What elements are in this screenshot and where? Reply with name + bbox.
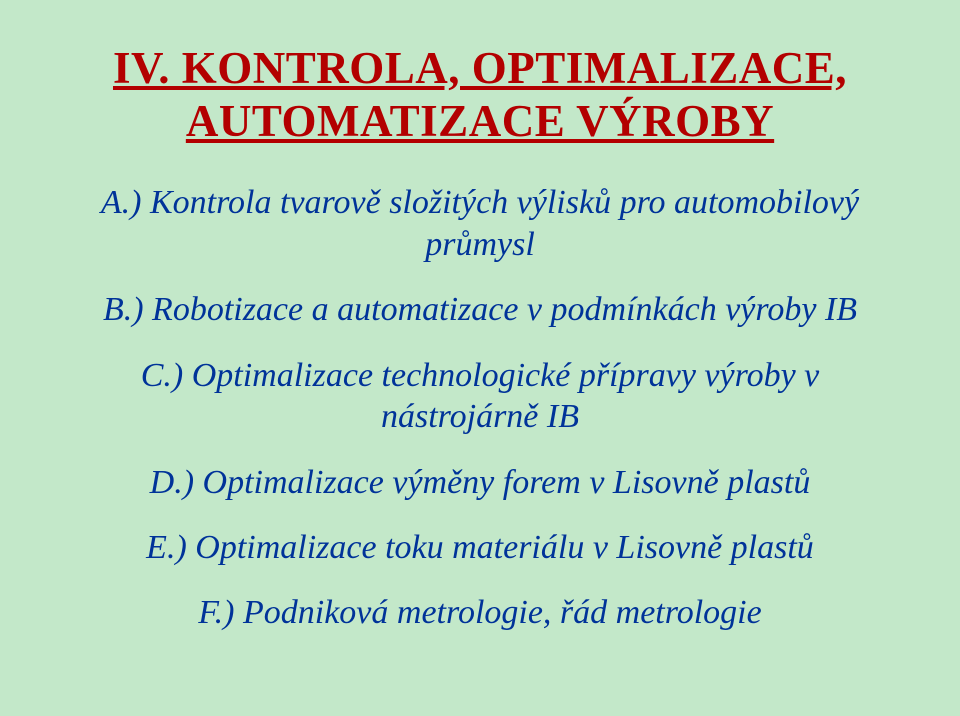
slide-title: IV. KONTROLA, OPTIMALIZACE, AUTOMATIZACE… bbox=[60, 42, 900, 148]
list-item-c: C.) Optimalizace technologické přípravy … bbox=[60, 355, 900, 438]
title-line-2: AUTOMATIZACE VÝROBY bbox=[186, 96, 774, 146]
list-item-d: D.) Optimalizace výměny forem v Lisovně … bbox=[150, 462, 811, 503]
title-line-1: IV. KONTROLA, OPTIMALIZACE, bbox=[113, 43, 847, 93]
list-item-e: E.) Optimalizace toku materiálu v Lisovn… bbox=[146, 527, 814, 568]
list-item-f: F.) Podniková metrologie, řád metrologie bbox=[198, 592, 761, 633]
list-item-a: A.) Kontrola tvarově složitých výlisků p… bbox=[60, 182, 900, 265]
slide-body: A.) Kontrola tvarově složitých výlisků p… bbox=[60, 182, 900, 658]
list-item-b: B.) Robotizace a automatizace v podmínká… bbox=[103, 289, 857, 330]
